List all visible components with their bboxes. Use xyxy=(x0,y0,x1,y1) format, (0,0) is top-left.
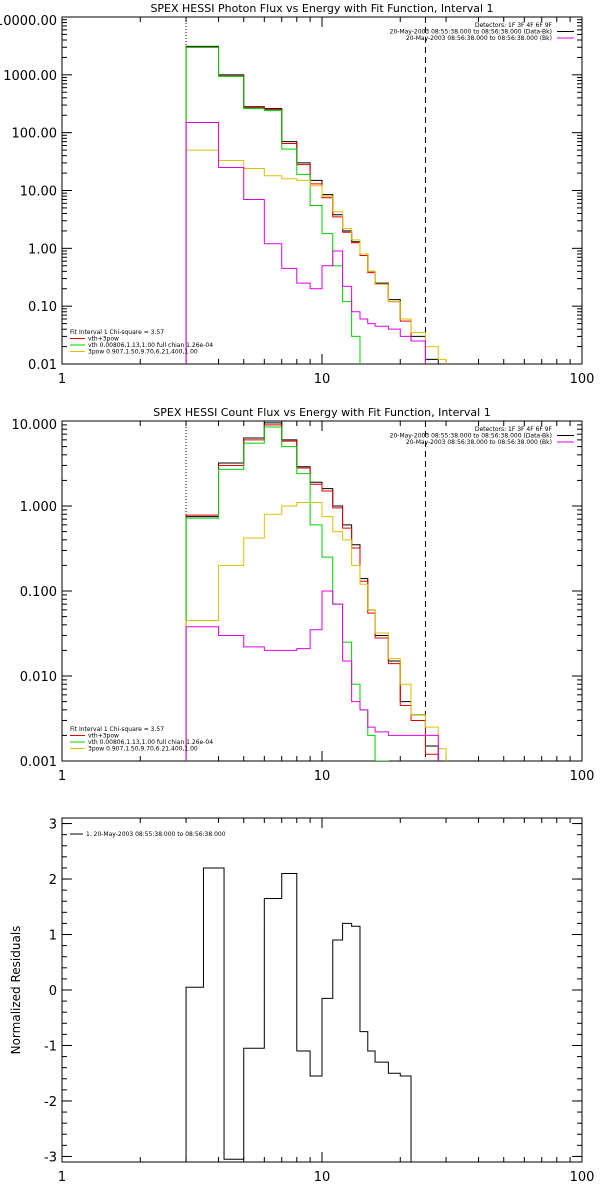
y-tick-label: -3 xyxy=(44,1150,57,1165)
y-tick-label: 1 xyxy=(49,929,57,944)
plot-frame xyxy=(61,817,583,1163)
chart-title: SPEX HESSI Count Flux vs Energy with Fit… xyxy=(153,406,490,419)
series-group xyxy=(185,867,412,1162)
y-tick-label: 2 xyxy=(49,873,57,888)
series-line-3pow xyxy=(185,501,447,761)
x-tick-label: 10 xyxy=(314,769,331,784)
x-tick-label: 100 xyxy=(570,769,595,784)
plot-frame xyxy=(61,16,583,365)
y-tick-label: 3 xyxy=(49,818,57,833)
legend-text-line: vth 0.00806,1.13,1.00 full chian 1.26e-0… xyxy=(88,739,213,746)
y-tick-label: 10000.00 xyxy=(0,14,57,29)
series-line-vth xyxy=(185,46,361,364)
legend-text-line: Fit Interval 1 Chi-square = 3.57 xyxy=(70,726,164,733)
legend-text-line: 1. 20-May-2003 08:55:38.000 to 08:56:38.… xyxy=(86,831,226,838)
y-tick-label: 0 xyxy=(49,984,57,999)
x-tick-label: 10 xyxy=(314,1170,331,1185)
y-tick-label: 1.000 xyxy=(20,500,57,515)
chart-title: SPEX HESSI Photon Flux vs Energy with Fi… xyxy=(150,2,493,15)
legend-text-line: vth+3pow xyxy=(88,733,119,740)
series-line-bk xyxy=(185,590,439,761)
y-tick-label: 1.00 xyxy=(28,242,57,257)
header-text-line: 20-May-2003 08:56:38.000 to 08:56:38.000… xyxy=(406,35,552,42)
header-text-line: Detectors: 1F 3F 4F 6F 9F xyxy=(475,426,553,433)
y-tick-label: 0.001 xyxy=(20,755,57,770)
x-tick-label: 100 xyxy=(570,372,595,387)
series-line-bk xyxy=(185,121,426,364)
series-line-1-20-may-2003-08-55-38-000-to-08-56-38-000 xyxy=(185,867,412,1162)
y-tick-label: 1000.00 xyxy=(3,69,57,84)
plot-frame xyxy=(61,420,583,762)
legend-text-line: vth+3pow xyxy=(88,336,119,343)
header-text-line: Detectors: 1F 3F 4F 6F 9F xyxy=(475,22,553,29)
y-tick-label: 10.00 xyxy=(20,185,57,200)
y-axis-label: Normalized Residuals xyxy=(9,926,23,1055)
series-line-vth xyxy=(185,426,389,761)
series-line-vth-3pow xyxy=(185,424,439,761)
panel-3: Normalized Residuals 1 10 100 -3 -2 -1 0 1 2 3 1. 2… xyxy=(9,817,595,1185)
panel-1: SPEX HESSI Photon Flux vs Energy with Fi… xyxy=(0,2,594,387)
y-tick-label: -1 xyxy=(44,1039,57,1054)
y-tick-label: 0.100 xyxy=(20,585,57,600)
header-text-line: 20-May-2003 08:55:38.000 to 08:56:38.000… xyxy=(390,29,552,36)
header-text-line: 20-May-2003 08:56:38.000 to 08:56:38.000… xyxy=(406,439,552,446)
series-group xyxy=(185,45,447,364)
y-tick-label: -2 xyxy=(44,1095,57,1110)
panel-2: SPEX HESSI Count Flux vs Energy with Fit… xyxy=(12,406,595,784)
x-tick-label: 10 xyxy=(314,372,331,387)
legend-text-line: 3pow 0.907,1.50,9.70,6.21,400,1.00 xyxy=(88,349,198,356)
x-tick-label: 1 xyxy=(58,372,66,387)
legend-text-line: vth 0.00806,1.13,1.00 full chian 1.26e-0… xyxy=(88,342,213,349)
legend-text-line: Fit Interval 1 Chi-square = 3.57 xyxy=(70,329,164,336)
series-line-3pow xyxy=(185,149,447,364)
legend-text-line: 3pow 0.907,1.50,9.70,6.21,400,1.00 xyxy=(88,746,198,753)
y-tick-label: 0.010 xyxy=(20,670,57,685)
y-tick-label: 0.01 xyxy=(28,358,57,373)
y-tick-label: 0.10 xyxy=(28,300,57,315)
x-tick-label: 100 xyxy=(570,1170,595,1185)
y-tick-label: 10.000 xyxy=(12,418,58,433)
x-tick-label: 1 xyxy=(58,1170,66,1185)
header-text-line: 20-May-2003 08:55:38.000 to 08:56:38.000… xyxy=(390,433,552,440)
y-tick-label: 100.00 xyxy=(12,127,58,142)
series-line-data-bk xyxy=(185,422,439,761)
x-tick-label: 1 xyxy=(58,769,66,784)
series-group xyxy=(185,422,447,761)
